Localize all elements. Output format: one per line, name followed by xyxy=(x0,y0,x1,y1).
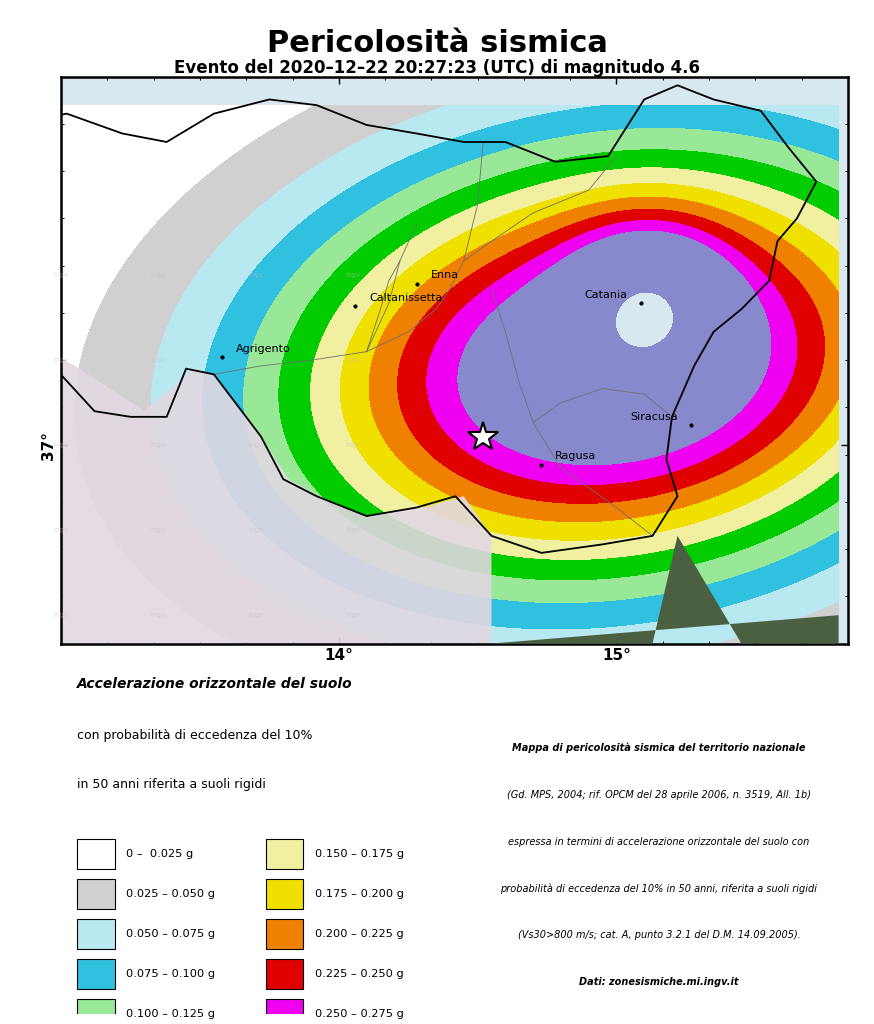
Text: 0.100 – 0.125 g: 0.100 – 0.125 g xyxy=(127,1009,216,1019)
Text: ingv: ingv xyxy=(151,272,166,279)
Text: 0.075 – 0.100 g: 0.075 – 0.100 g xyxy=(127,969,216,979)
Bar xyxy=(266,959,303,988)
Text: ingv: ingv xyxy=(151,357,166,364)
Text: Mappa di pericolosità sismica del territorio nazionale: Mappa di pericolosità sismica del territ… xyxy=(512,742,806,754)
Bar xyxy=(266,999,303,1024)
Bar xyxy=(77,840,114,868)
Text: ingv: ingv xyxy=(53,272,69,279)
Bar xyxy=(77,999,114,1024)
Text: Siracusa: Siracusa xyxy=(630,412,677,422)
Text: ingv: ingv xyxy=(53,527,69,534)
Text: 0.200 – 0.225 g: 0.200 – 0.225 g xyxy=(316,929,404,939)
Text: ingv: ingv xyxy=(248,527,263,534)
Bar xyxy=(77,920,114,948)
Text: Evento del 2020–12–22 20:27:23 (UTC) di magnitudo 4.6: Evento del 2020–12–22 20:27:23 (UTC) di … xyxy=(174,59,700,78)
Text: Ragusa: Ragusa xyxy=(555,452,597,462)
Text: ingv: ingv xyxy=(345,527,360,534)
Text: ingv: ingv xyxy=(151,612,166,618)
Text: Agrigento: Agrigento xyxy=(236,344,291,353)
Text: 0.250 – 0.275 g: 0.250 – 0.275 g xyxy=(316,1009,404,1019)
Text: Dati: zonesismiche.mi.ingv.it: Dati: zonesismiche.mi.ingv.it xyxy=(579,977,739,987)
Bar xyxy=(266,840,303,868)
Text: Pericolosità sismica: Pericolosità sismica xyxy=(267,29,607,57)
Text: probabilità di eccedenza del 10% in 50 anni, riferita a suoli rigidi: probabilità di eccedenza del 10% in 50 a… xyxy=(501,884,817,894)
Text: 0.225 – 0.250 g: 0.225 – 0.250 g xyxy=(316,969,404,979)
Text: ingv: ingv xyxy=(248,272,263,279)
Text: ingv: ingv xyxy=(345,272,360,279)
Text: 0.050 – 0.075 g: 0.050 – 0.075 g xyxy=(127,929,216,939)
Text: ingv: ingv xyxy=(151,527,166,534)
Text: ingv: ingv xyxy=(345,612,360,618)
Text: ingv: ingv xyxy=(248,442,263,449)
Text: 0.025 – 0.050 g: 0.025 – 0.050 g xyxy=(127,889,216,899)
Text: Caltanissetta: Caltanissetta xyxy=(370,293,442,303)
Bar xyxy=(266,920,303,948)
Text: Accelerazione orizzontale del suolo: Accelerazione orizzontale del suolo xyxy=(77,677,352,691)
Text: (Vs30>800 m/s; cat. A, punto 3.2.1 del D.M. 14.09.2005).: (Vs30>800 m/s; cat. A, punto 3.2.1 del D… xyxy=(517,931,801,940)
Text: ingv: ingv xyxy=(53,357,69,364)
Text: ingv: ingv xyxy=(151,442,166,449)
Text: (Gd. MPS, 2004; rif. OPCM del 28 aprile 2006, n. 3519, All. 1b): (Gd. MPS, 2004; rif. OPCM del 28 aprile … xyxy=(507,790,811,800)
Bar xyxy=(266,880,303,908)
Text: ingv: ingv xyxy=(248,612,263,618)
Text: 0 –  0.025 g: 0 – 0.025 g xyxy=(127,849,194,859)
Text: Catania: Catania xyxy=(585,290,628,300)
Bar xyxy=(77,959,114,988)
Text: in 50 anni riferita a suoli rigidi: in 50 anni riferita a suoli rigidi xyxy=(77,777,266,791)
Text: con probabilità di eccedenza del 10%: con probabilità di eccedenza del 10% xyxy=(77,729,312,742)
Polygon shape xyxy=(491,536,838,643)
Bar xyxy=(77,880,114,908)
Text: ingv: ingv xyxy=(53,612,69,618)
Text: 0.175 – 0.200 g: 0.175 – 0.200 g xyxy=(316,889,405,899)
Text: 0.150 – 0.175 g: 0.150 – 0.175 g xyxy=(316,849,405,859)
Text: espressa in termini di accelerazione orizzontale del suolo con: espressa in termini di accelerazione ori… xyxy=(509,837,809,847)
Text: ingv: ingv xyxy=(345,442,360,449)
Polygon shape xyxy=(0,213,491,643)
Text: ingv: ingv xyxy=(53,442,69,449)
Text: Enna: Enna xyxy=(430,270,459,280)
Text: ingv: ingv xyxy=(248,357,263,364)
Text: ingv: ingv xyxy=(345,357,360,364)
